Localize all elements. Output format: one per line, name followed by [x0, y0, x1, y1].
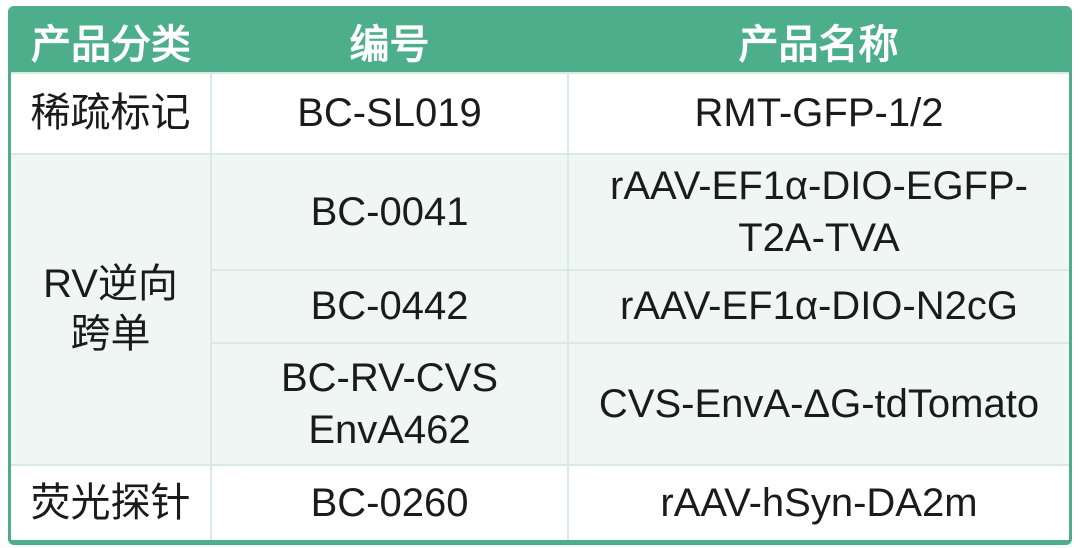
cell-code: BC-0260 [211, 464, 569, 540]
cell-name: rAAV-EF1α-DIO-EGFP-T2A-TVA [568, 152, 1069, 271]
category-label: RV逆向跨单 [43, 262, 178, 357]
cell-name: CVS-EnvA-ΔG-tdTomato [568, 341, 1069, 466]
cell-name: rAAV-EF1α-DIO-N2cG [568, 269, 1069, 343]
product-table: 产品分类 编号 产品名称 稀疏标记 BC-SL019 RMT-GFP-1/2 R… [11, 9, 1069, 540]
category-label: 荧光探针 [30, 481, 191, 526]
cell-category: 荧光探针 [11, 464, 212, 540]
column-header-name: 产品名称 [568, 9, 1069, 73]
cell-code: BC-0442 [211, 269, 569, 343]
table-row: 荧光探针 BC-0260 rAAV-hSyn-DA2m [11, 464, 1069, 540]
cell-name: rAAV-hSyn-DA2m [568, 464, 1069, 540]
cell-name: RMT-GFP-1/2 [568, 72, 1069, 154]
cell-code: BC-RV-CVS EnvA462 [211, 341, 569, 466]
cell-category: 稀疏标记 [11, 72, 212, 154]
column-header-category: 产品分类 [11, 9, 211, 73]
table-row: 稀疏标记 BC-SL019 RMT-GFP-1/2 [11, 72, 1069, 154]
table-row: RV逆向跨单 BC-0041 rAAV-EF1α-DIO-EGFP-T2A-TV… [11, 152, 1069, 466]
table-row: BC-RV-CVS EnvA462 CVS-EnvA-ΔG-tdTomato [11, 341, 1069, 466]
cell-code: BC-0041 [211, 152, 569, 271]
category-label: 稀疏标记 [30, 91, 191, 136]
table-row: BC-0442 rAAV-EF1α-DIO-N2cG [11, 269, 1069, 343]
column-header-code: 编号 [211, 9, 568, 73]
cell-category-merged: RV逆向跨单 [11, 152, 212, 466]
table-frame: 产品分类 编号 产品名称 稀疏标记 BC-SL019 RMT-GFP-1/2 R… [8, 6, 1072, 545]
header-row: 产品分类 编号 产品名称 [11, 9, 1069, 73]
cell-code: BC-SL019 [211, 72, 569, 154]
